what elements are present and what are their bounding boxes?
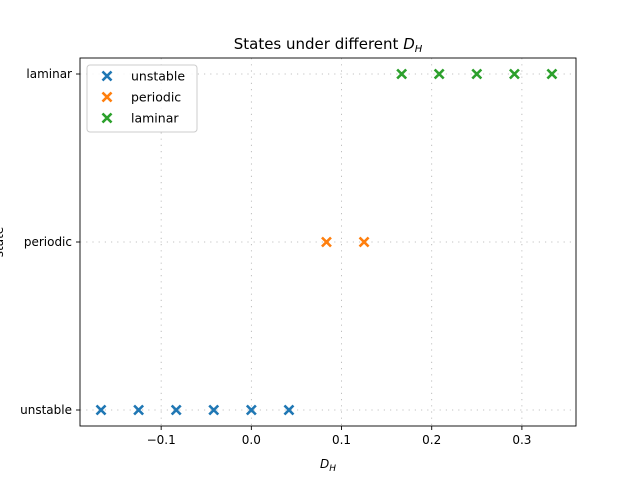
y-tick-label: laminar [26, 67, 72, 81]
legend-box [86, 64, 198, 133]
data-point-periodic [358, 236, 370, 248]
data-point-laminar [433, 68, 445, 80]
data-point-unstable [245, 404, 257, 416]
legend-label-laminar: laminar [131, 111, 179, 126]
x-ticks: −0.1 0.0 0.1 0.2 0.3 [147, 426, 531, 447]
data-point-laminar [396, 68, 408, 80]
y-tick-label: unstable [20, 403, 72, 417]
x-tick-label: 0.0 [242, 433, 261, 447]
x-tick-label: −0.1 [147, 433, 176, 447]
data-point-laminar [471, 68, 483, 80]
series-periodic [321, 236, 370, 248]
y-ticks: unstable periodic laminar [20, 67, 80, 417]
x-tick-label: 0.2 [422, 433, 441, 447]
series-laminar [396, 68, 558, 80]
chart-title: States under different DH [234, 35, 423, 55]
y-axis-label: state [0, 227, 6, 257]
series-unstable [95, 404, 295, 416]
legend-label-unstable: unstable [131, 69, 185, 84]
data-point-periodic [321, 236, 332, 248]
data-point-unstable [208, 404, 220, 416]
data-point-unstable [283, 404, 295, 416]
data-point-unstable [95, 404, 107, 416]
data-point-unstable [133, 404, 145, 416]
data-point-unstable [170, 404, 182, 416]
x-tick-label: 0.1 [332, 433, 351, 447]
marks-layer [95, 68, 558, 416]
y-tick-label: periodic [24, 235, 72, 249]
legend-marker-laminar [101, 112, 113, 124]
data-point-laminar [508, 68, 520, 80]
legend-marker-periodic [101, 91, 113, 103]
x-tick-label: 0.3 [512, 433, 531, 447]
legend-label-periodic: periodic [131, 90, 181, 105]
data-point-laminar [546, 68, 558, 80]
legend-marker-unstable [101, 70, 113, 82]
x-axis-label: DH [320, 457, 336, 474]
legend: unstable periodic laminar [86, 64, 198, 133]
